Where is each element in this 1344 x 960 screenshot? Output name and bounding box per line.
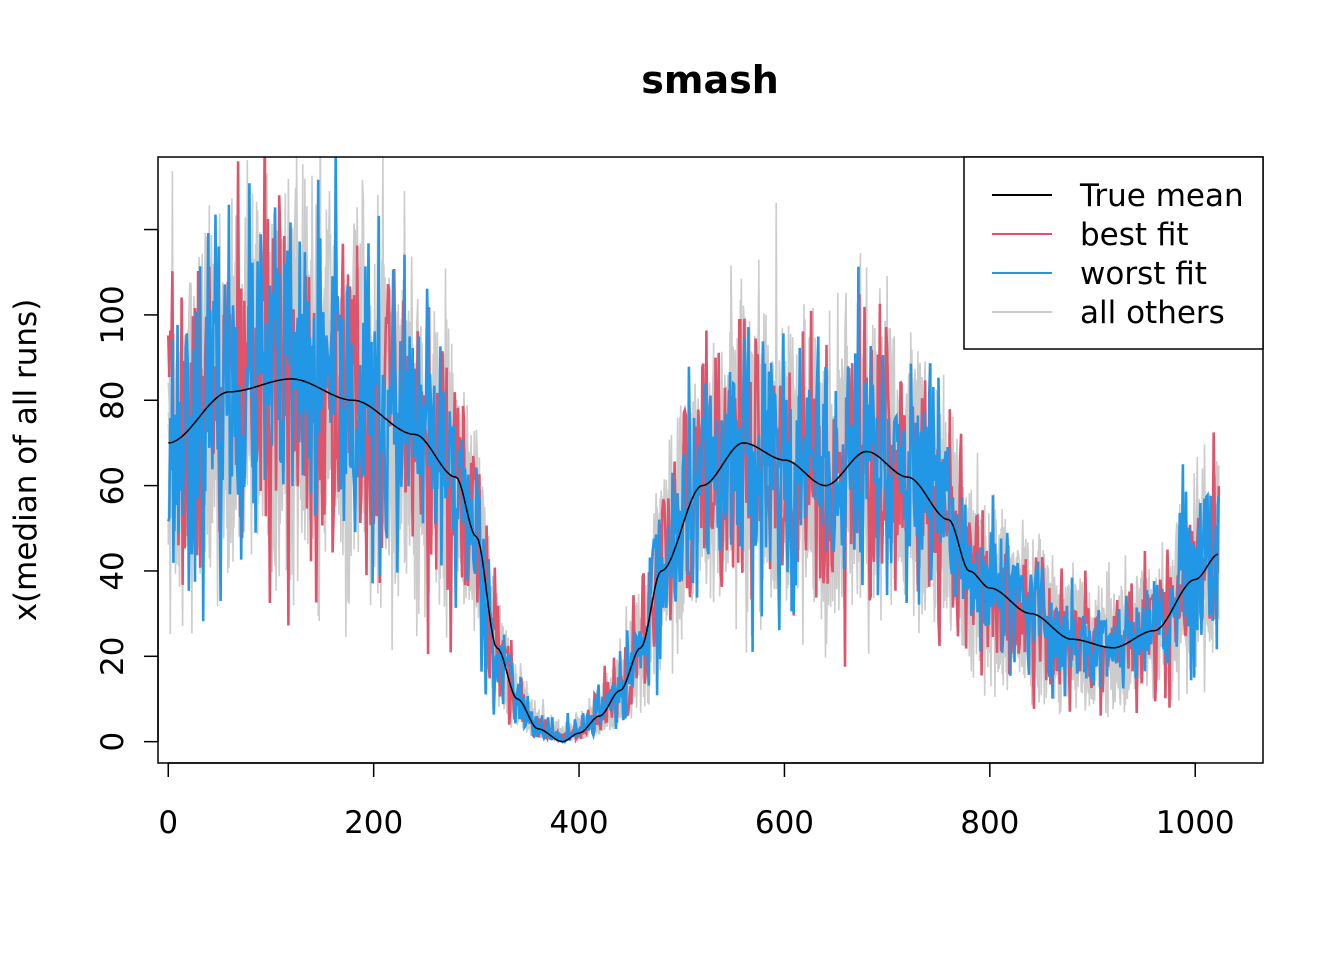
legend-label-worst-fit: worst fit [1080, 256, 1207, 292]
legend-label-true-mean: True mean [1079, 178, 1244, 214]
legend-box [963, 156, 1264, 350]
y-tick-label-60: 60 [95, 466, 131, 505]
y-axis-label: x(median of all runs) [8, 299, 44, 622]
legend: True mean best fit worst fit all others [963, 156, 1264, 350]
plot-area [167, 157, 1221, 744]
x-tick-label-400: 400 [549, 805, 608, 841]
y-tick-label-100: 100 [95, 285, 131, 344]
legend-label-all-others: all others [1080, 295, 1225, 331]
series-line-worst-fit [167, 157, 1221, 744]
x-tick-label-800: 800 [960, 805, 1019, 841]
x-tick-label-200: 200 [344, 805, 403, 841]
y-axis: 0 20 40 60 80 100 [95, 228, 159, 752]
y-tick-label-40: 40 [95, 551, 131, 590]
x-tick-label-1000: 1000 [1156, 805, 1235, 841]
y-tick-label-80: 80 [95, 381, 131, 420]
x-axis: 0 200 400 600 800 1000 [158, 762, 1235, 841]
legend-label-best-fit: best fit [1080, 217, 1189, 253]
series-line-true-mean [168, 378, 1219, 743]
chart-title: smash [641, 58, 779, 102]
y-tick-label-0: 0 [95, 732, 131, 752]
x-tick-label-600: 600 [755, 805, 814, 841]
y-tick-label-20: 20 [95, 637, 131, 676]
x-tick-label-0: 0 [158, 805, 178, 841]
